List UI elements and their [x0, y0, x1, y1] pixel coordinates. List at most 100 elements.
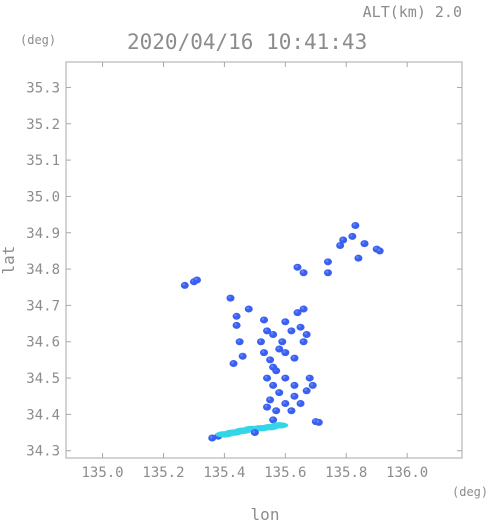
echo-point-highlight: [270, 417, 274, 421]
x-tick-label: 136.0: [386, 465, 428, 481]
echo-point: [323, 269, 332, 277]
echo-point-highlight: [261, 317, 265, 321]
echo-point-highlight: [289, 328, 292, 332]
echo-point: [272, 407, 281, 415]
echo-point: [208, 434, 217, 442]
lon-unit-label: (deg): [452, 485, 488, 499]
echo-point: [269, 330, 278, 338]
echo-point-highlight: [279, 339, 283, 343]
timestamp-title: 2020/04/16 10:41:43: [127, 30, 367, 54]
echo-point: [290, 392, 299, 400]
echo-point: [299, 305, 308, 313]
echo-point-highlight: [182, 283, 186, 286]
echo-point: [270, 422, 289, 429]
echo-point-highlight: [295, 264, 298, 268]
echo-point-highlight: [292, 393, 295, 397]
x-tick-label: 135.8: [325, 465, 367, 481]
echo-point-highlight: [374, 246, 378, 250]
y-tick-label: 34.8: [26, 262, 60, 278]
echo-point-highlight: [270, 332, 274, 335]
y-tick-label: 34.6: [26, 335, 60, 351]
x-tick-label: 135.4: [203, 465, 245, 481]
echo-point-highlight: [304, 332, 307, 335]
echo-point-highlight: [267, 397, 271, 401]
echo-point-highlight: [246, 306, 250, 310]
echo-point-highlight: [209, 435, 213, 439]
echo-point-highlight: [276, 390, 280, 393]
echo-point: [278, 338, 287, 346]
echo-point-highlight: [325, 270, 329, 274]
echo-point: [263, 374, 272, 382]
echo-point-highlight: [240, 353, 243, 357]
echo-point: [302, 387, 311, 395]
echo-point: [192, 276, 201, 284]
echo-point-highlight: [356, 255, 359, 259]
echo-point: [232, 321, 241, 329]
echo-point: [302, 330, 311, 338]
y-axis: 34.3 34.4 34.5 34.6 34.7 34.8 34.9 35.0 35.1 35.2…: [26, 80, 462, 460]
echo-point-highlight: [301, 339, 304, 343]
y-tick-label: 35.1: [26, 153, 60, 169]
echo-point: [235, 338, 244, 346]
echo-point: [314, 418, 323, 426]
echo-point-highlight: [273, 408, 277, 412]
echo-point-highlight: [228, 295, 231, 299]
echo-point: [269, 416, 278, 424]
echo-point: [351, 221, 360, 229]
y-tick-label: 34.4: [26, 407, 60, 423]
x-tick-label: 135.2: [142, 465, 184, 481]
echo-point: [266, 396, 275, 404]
echo-point: [293, 263, 302, 271]
echo-point-highlight: [362, 241, 365, 244]
echo-point-highlight: [377, 248, 381, 252]
echo-point: [266, 356, 275, 364]
echo-point-highlight: [276, 346, 280, 350]
echo-point-highlight: [194, 277, 198, 281]
echo-point-highlight: [283, 319, 286, 323]
y-tick-label: 35.0: [26, 189, 60, 205]
echo-point: [290, 381, 299, 389]
echo-point: [336, 241, 345, 249]
x-tick-label: 135.6: [264, 465, 306, 481]
echo-point-highlight: [231, 361, 234, 364]
echo-point-highlight: [264, 328, 268, 332]
echo-point-highlight: [292, 383, 295, 386]
plot-frame: [65, 61, 463, 459]
echo-point: [269, 363, 278, 371]
echo-point: [308, 381, 317, 389]
echo-point: [180, 281, 189, 289]
echo-point: [281, 374, 290, 382]
echo-point: [354, 254, 363, 262]
x-tick-label: 135.0: [81, 465, 123, 481]
y-tick-label: 34.9: [26, 226, 60, 242]
echo-point-highlight: [283, 375, 286, 379]
echo-point-highlight: [270, 383, 274, 386]
echo-point-highlight: [264, 375, 268, 379]
echo-point-highlight: [234, 314, 237, 317]
echo-point-highlight: [340, 237, 344, 241]
echo-point: [226, 294, 235, 302]
echo-point: [263, 403, 272, 411]
echo-point: [269, 381, 278, 389]
echo-point-highlight: [301, 306, 304, 310]
x-axis: 135.0 135.2 135.4 135.6 135.8 136.0: [81, 62, 428, 481]
echo-point: [260, 316, 268, 324]
echo-point-highlight: [283, 350, 286, 353]
echo-point-highlight: [325, 259, 329, 263]
echo-point: [296, 323, 305, 331]
echo-point: [323, 258, 332, 266]
echo-point-highlight: [316, 420, 320, 423]
y-tick-label: 34.7: [26, 298, 60, 314]
echo-point-highlight: [353, 223, 356, 226]
echo-point-highlight: [292, 355, 295, 359]
echo-point-highlight: [237, 339, 240, 343]
echo-point-highlight: [264, 404, 268, 408]
y-tick-label: 35.3: [26, 80, 60, 96]
echo-point: [281, 400, 290, 408]
echo-point: [281, 349, 290, 357]
echo-point: [232, 312, 241, 320]
altitude-label: ALT(km) 2.0: [363, 3, 462, 21]
echo-point: [360, 240, 369, 248]
echo-point-highlight: [283, 401, 286, 404]
echo-point-highlight: [298, 324, 301, 328]
